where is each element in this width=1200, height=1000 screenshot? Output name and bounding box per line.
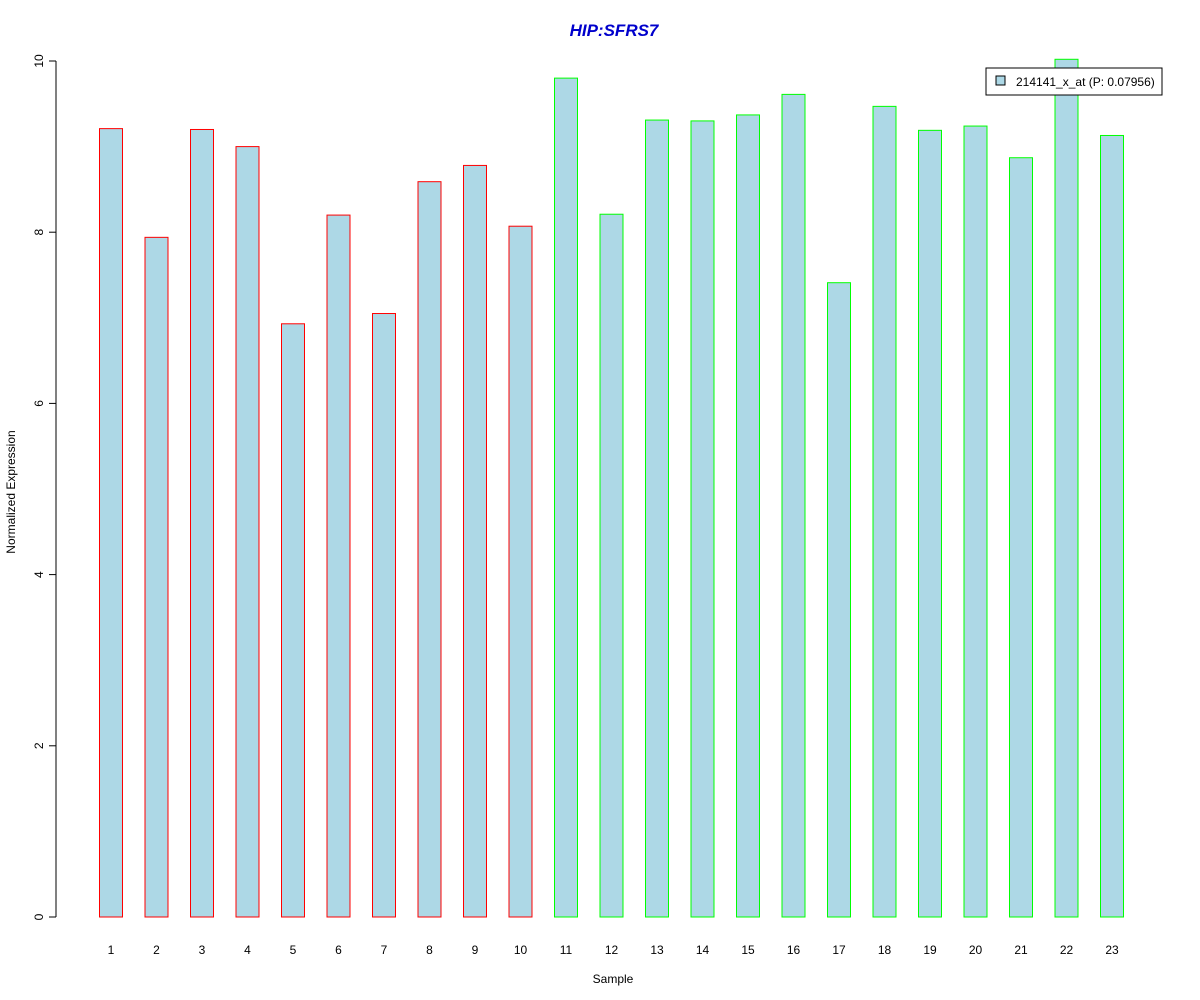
legend: 214141_x_at (P: 0.07956) [985,67,1163,96]
legend-label: 214141_x_at (P: 0.07956) [1016,75,1155,89]
x-tick-label: 14 [696,943,710,957]
x-tick-label: 3 [199,943,206,957]
y-tick-label: 2 [32,742,46,749]
x-tick-label: 19 [923,943,937,957]
y-tick-label: 6 [32,400,46,407]
bar [417,181,442,918]
bar [690,120,715,918]
x-tick-label: 10 [514,943,528,957]
x-tick-label: 2 [153,943,160,957]
x-tick-label: 22 [1060,943,1074,957]
bar [508,225,533,918]
y-tick-label: 4 [32,571,46,578]
y-tick-label: 8 [32,229,46,236]
x-tick-label: 7 [381,943,388,957]
y-axis-label: Normalized Expression [4,430,18,553]
x-tick-label: 11 [560,943,573,957]
bar [645,119,669,918]
chart-title: HIP:SFRS7 [570,21,660,40]
x-tick-label: 21 [1014,943,1028,957]
x-tick-label: 9 [472,943,479,957]
bar [963,125,988,918]
x-tick-label: 17 [832,943,846,957]
x-tick-label: 20 [969,943,983,957]
legend-swatch [995,75,1006,86]
bar [781,93,806,918]
bar [235,146,260,918]
y-tick-label: 10 [32,54,46,68]
bar [190,128,214,918]
x-tick-label: 12 [605,943,619,957]
bar [463,164,487,918]
legend-box [985,67,1163,96]
x-tick-label: 23 [1105,943,1119,957]
bar [554,77,578,918]
x-tick-label: 4 [244,943,251,957]
bar [1009,157,1033,918]
x-axis-label: Sample [593,972,634,986]
x-tick-label: 13 [650,943,664,957]
bar [1100,134,1124,918]
bar [872,105,897,918]
x-tick-label: 18 [878,943,892,957]
bar [99,128,123,918]
bar [918,129,942,918]
bar [144,236,169,918]
bar [736,114,760,918]
x-tick-label: 1 [108,943,115,957]
bar [326,214,351,918]
bar [599,213,624,918]
x-axis: 1 2 3 4 5 6 7 8 9 10 11 12 13 14 15 16 17 18 19 20 21 22 23 [108,943,1119,957]
bar [372,313,396,918]
x-tick-label: 6 [335,943,342,957]
bars-group [99,58,1124,918]
x-tick-label: 16 [787,943,801,957]
bar [1054,58,1079,918]
bar [827,282,851,918]
y-axis: 0 2 4 6 8 10 [32,54,57,920]
x-tick-label: 5 [290,943,297,957]
bar [281,323,305,918]
y-tick-label: 0 [32,913,46,920]
x-tick-label: 8 [426,943,433,957]
x-tick-label: 15 [741,943,755,957]
